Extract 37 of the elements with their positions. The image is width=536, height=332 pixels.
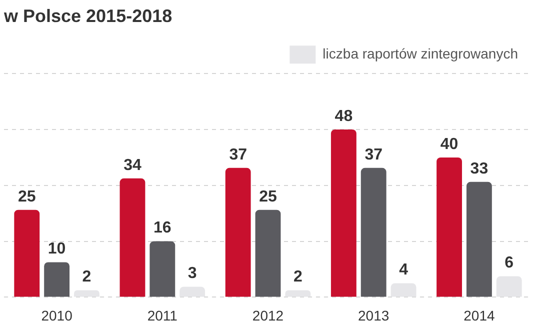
data-label: 37 (229, 146, 248, 164)
bar (330, 130, 356, 297)
bar (74, 290, 100, 297)
data-label: 40 (440, 136, 458, 153)
x-tick-label: 2011 (147, 307, 178, 324)
data-label: 3 (188, 265, 197, 282)
data-label: 48 (334, 108, 353, 125)
data-label: 10 (48, 240, 66, 258)
data-label: 34 (124, 156, 142, 174)
data-label: 2 (293, 268, 302, 286)
data-label: 25 (259, 188, 277, 206)
bar (496, 276, 522, 297)
data-label: 25 (18, 188, 36, 206)
data-label: 6 (504, 254, 514, 272)
legend-label: liczba raportów zintegrowanych (322, 45, 518, 62)
bar (44, 262, 70, 297)
bar (180, 286, 206, 297)
bar (225, 168, 251, 297)
data-label: 2 (82, 268, 92, 286)
bar (285, 290, 311, 297)
chart-title: w Polsce 2015-2018 (3, 6, 172, 26)
bar (390, 283, 416, 297)
bar (466, 182, 492, 297)
bar (436, 157, 462, 297)
data-label: 37 (364, 146, 383, 164)
bar (360, 168, 386, 297)
data-label: 16 (154, 220, 172, 237)
x-tick-label: 2010 (41, 307, 73, 324)
x-tick-label: 2012 (252, 307, 284, 324)
x-tick-label: 2014 (464, 307, 495, 324)
data-label: 4 (399, 262, 408, 279)
x-tick-label: 2013 (358, 307, 390, 324)
bar (150, 241, 176, 297)
bar (120, 178, 146, 297)
bar (14, 210, 40, 297)
data-label: 33 (470, 160, 488, 178)
bar (255, 210, 281, 297)
